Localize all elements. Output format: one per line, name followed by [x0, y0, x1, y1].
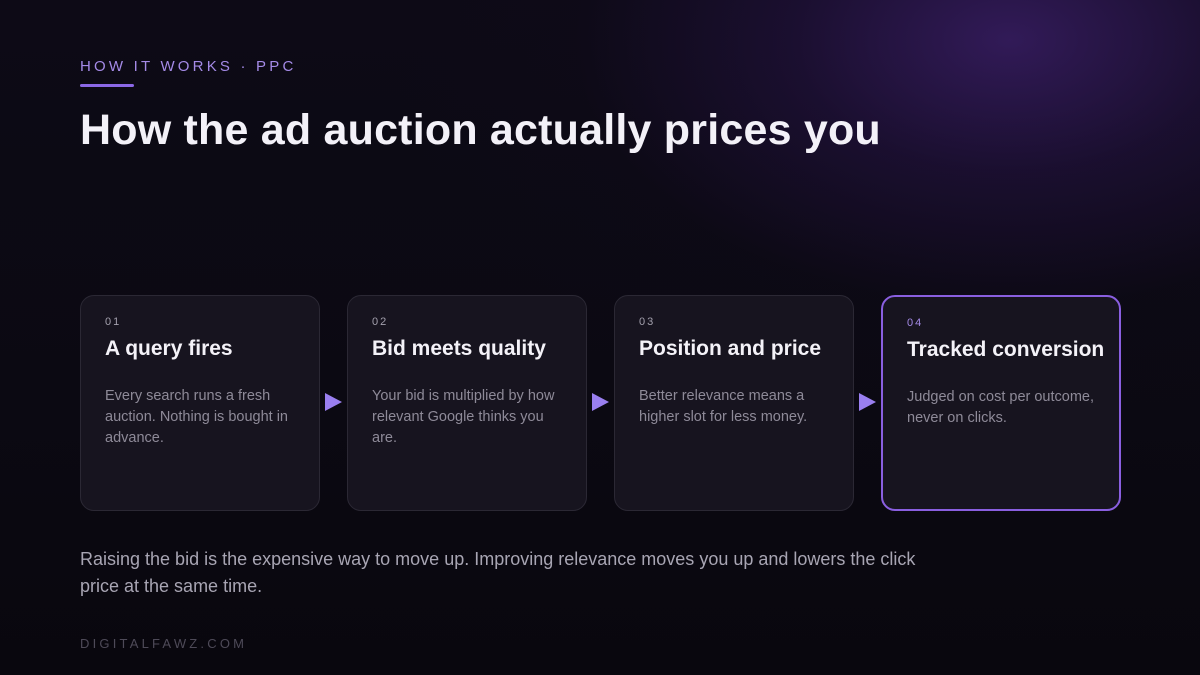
- section-eyebrow: HOW IT WORKS · PPC: [80, 58, 297, 75]
- arrow-right-icon: [592, 393, 609, 411]
- step-description: Judged on cost per outcome, never on cli…: [907, 389, 1095, 426]
- step-number: 02: [372, 316, 389, 328]
- step-description: Your bid is multiplied by how relevant G…: [372, 388, 555, 446]
- step-card-4-highlighted: 04 Tracked conversion Judged on cost per…: [881, 295, 1121, 511]
- arrow-right-icon: [859, 393, 876, 411]
- step-description: Every search runs a fresh auction. Nothi…: [105, 388, 288, 446]
- step-number: 03: [639, 316, 656, 328]
- brand-footer: DIGITALFAWZ.COM: [80, 636, 248, 651]
- step-card-1: 01 A query fires Every search runs a fre…: [80, 295, 320, 511]
- arrow-right-icon: [325, 393, 342, 411]
- step-title: Tracked conversion: [907, 338, 1105, 361]
- step-card-2: 02 Bid meets quality Your bid is multipl…: [347, 295, 587, 511]
- step-title: Position and price: [639, 337, 822, 360]
- step-card-3: 03 Position and price Better relevance m…: [614, 295, 854, 511]
- step-title: Bid meets quality: [372, 337, 546, 360]
- step-number: 04: [907, 317, 924, 329]
- step-title: A query fires: [105, 337, 233, 360]
- step-description: Better relevance means a higher slot for…: [639, 388, 808, 425]
- page-title: How the ad auction actually prices you: [80, 106, 881, 154]
- eyebrow-underline: [80, 84, 134, 87]
- step-number: 01: [105, 316, 122, 328]
- summary-note: Raising the bid is the expensive way to …: [80, 549, 916, 596]
